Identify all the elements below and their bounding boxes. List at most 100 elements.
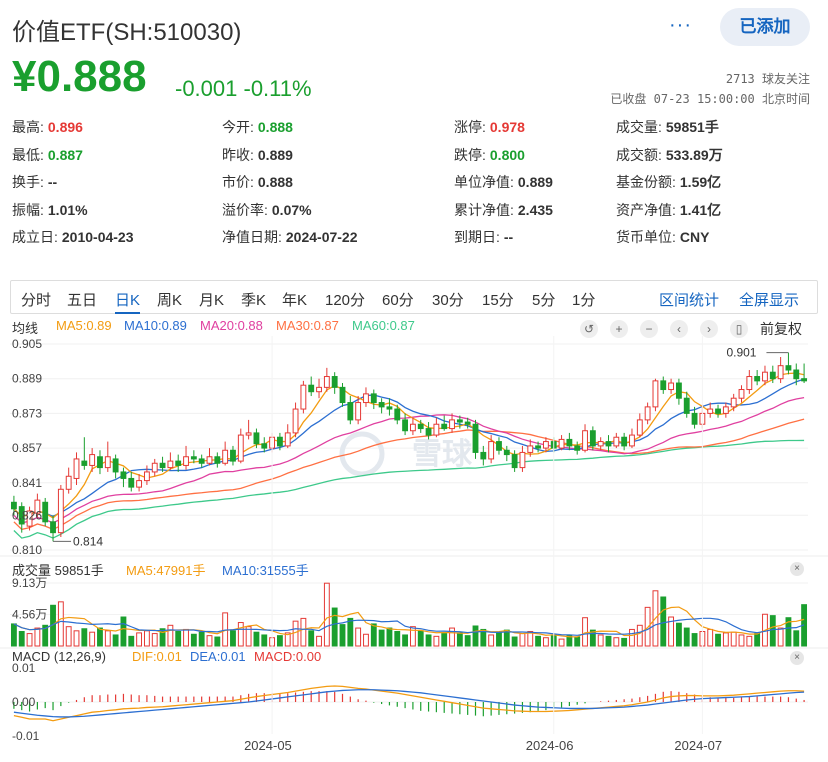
tab-1[interactable]: 五日	[67, 292, 98, 309]
volume-bar	[34, 627, 41, 647]
stat-item: 涨停: 0.978	[454, 117, 616, 145]
stat-item: 最高: 0.896	[12, 117, 222, 145]
candle-body	[120, 471, 127, 479]
tab-9[interactable]: 30分	[432, 292, 464, 309]
tab-12[interactable]: 1分	[572, 292, 596, 309]
volume-bar	[793, 630, 800, 647]
stat-value: 59851手	[665, 119, 719, 135]
stat-label: 净值日期:	[222, 229, 282, 245]
volume-bar	[558, 638, 565, 647]
candle-body	[683, 397, 690, 414]
volume-bar	[597, 634, 604, 647]
range-stats-link[interactable]: 区间统计	[659, 292, 720, 309]
price-axis-label: 0.905	[12, 337, 42, 351]
volume-bar	[276, 635, 283, 647]
candle-body	[128, 477, 135, 488]
volume-bar	[644, 606, 651, 647]
chevron-right-icon[interactable]: ›	[700, 320, 718, 338]
stat-item: 最低: 0.887	[12, 145, 222, 173]
tab-3[interactable]: 周K	[157, 292, 183, 309]
candle-body	[276, 436, 283, 447]
candle-body	[464, 421, 471, 425]
stock-chart[interactable]: 雪球 0.905 0.889 0.873 0.857 0.841 0.826 0.810 0.9…	[0, 336, 828, 762]
candle-body	[190, 456, 197, 460]
macd-dea-line	[13, 689, 805, 718]
volume-bar	[589, 629, 596, 647]
close-macd-icon[interactable]: ×	[790, 651, 804, 665]
candle-body	[589, 430, 596, 447]
close-volume-icon[interactable]: ×	[790, 562, 804, 576]
adjust-selector[interactable]: 前复权	[760, 321, 802, 337]
candle-body	[535, 445, 542, 449]
volume-bar	[143, 630, 150, 647]
stat-label: 涨停:	[454, 119, 486, 135]
volume-bar	[261, 634, 268, 647]
tab-11[interactable]: 5分	[532, 292, 556, 309]
candle-body	[449, 419, 455, 430]
tab-8[interactable]: 60分	[382, 292, 414, 309]
volume-legend-label: 成交量 59851手	[12, 563, 104, 578]
volume-bar	[660, 596, 667, 647]
volume-bar	[449, 627, 455, 647]
candle-body	[668, 382, 675, 391]
ma60-line	[13, 439, 805, 539]
macd-dea-legend: DEA:0.01	[190, 649, 246, 664]
stat-item: 今开: 0.888	[222, 117, 454, 145]
stat-item: 成立日: 2010-04-23	[12, 227, 222, 255]
candle-body	[542, 441, 549, 449]
fullscreen-link[interactable]: 全屏显示	[739, 292, 800, 309]
volume-bar	[386, 627, 393, 647]
price-axis-label: 0.873	[12, 406, 42, 420]
candle-body	[527, 445, 534, 453]
volume-bar	[183, 628, 189, 647]
candle-body	[292, 408, 299, 434]
stat-item: 净值日期: 2024-07-22	[222, 227, 454, 255]
stat-label: 资产净值:	[616, 201, 676, 218]
stat-label: 成交量:	[616, 119, 662, 135]
volume-bar	[613, 637, 620, 647]
more-dots-icon[interactable]: ···	[669, 14, 692, 36]
macd-dif-legend: DIF:0.01	[132, 649, 182, 664]
volume-bar	[151, 633, 158, 647]
volume-bar	[10, 623, 17, 647]
tab-6[interactable]: 年K	[282, 292, 308, 309]
quote-stats-grid: 最高: 0.896 今开: 0.888 涨停: 0.978 成交量: 59851手最低: 0.8…	[12, 117, 822, 255]
low-mark-label: 0.814	[73, 534, 103, 548]
tab-7[interactable]: 120分	[325, 292, 366, 309]
added-watchlist-button[interactable]: 已添加	[720, 8, 810, 46]
volume-bar	[370, 623, 377, 647]
volume-bar	[668, 616, 675, 647]
stat-item: 基金份额: 1.59亿	[616, 172, 816, 200]
stat-item: 市价: 0.888	[222, 172, 454, 200]
stat-label: 昨收:	[222, 146, 254, 163]
tab-0[interactable]: 分时	[21, 292, 52, 309]
candle-body	[261, 443, 268, 449]
candle-body	[183, 456, 189, 466]
undo-icon[interactable]: ↺	[580, 320, 598, 338]
candle-body	[159, 462, 166, 469]
candle-body	[308, 384, 315, 393]
market-status: 已收盘 07-23 15:00:00 北京时间	[610, 92, 810, 106]
candle-body	[746, 376, 753, 391]
tab-4[interactable]: 月K	[199, 292, 225, 309]
volume-bar	[339, 624, 346, 647]
volume-bar	[574, 636, 581, 647]
candle-icon[interactable]: ▯	[730, 320, 748, 338]
stat-label: 跌停:	[454, 146, 486, 163]
volume-bar	[621, 637, 628, 647]
chevron-left-icon[interactable]: ‹	[670, 320, 688, 338]
candle-body	[245, 432, 252, 436]
zoom-out-icon[interactable]: −	[640, 320, 658, 338]
tab-10[interactable]: 15分	[482, 292, 514, 309]
volume-bar	[542, 637, 549, 647]
zoom-in-icon[interactable]: +	[610, 320, 628, 338]
candle-body	[316, 386, 322, 393]
volume-ma10-line	[13, 617, 805, 636]
candle-body	[57, 488, 64, 534]
candle-body	[136, 480, 143, 488]
tab-2[interactable]: 日K	[115, 289, 141, 314]
volume-bar	[605, 635, 612, 647]
candle-body	[511, 454, 518, 469]
stat-label: 成交额:	[616, 146, 662, 163]
tab-5[interactable]: 季K	[241, 292, 267, 309]
